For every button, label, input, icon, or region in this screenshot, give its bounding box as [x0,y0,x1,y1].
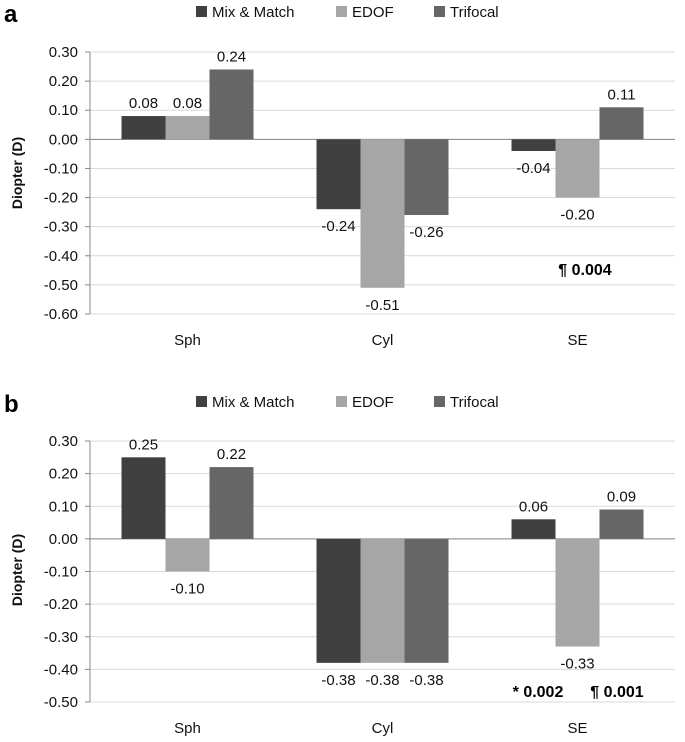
panel-a-legend-entry: Trifocal [450,4,499,21]
panel-a-bar-cyl-trifocal [404,139,449,216]
panel-a-y-tick-label: -0.40 [44,248,78,265]
panel-b-data-label: -0.10 [170,581,204,598]
panel-b-bar-sph-mix-match [121,457,166,539]
panel-a-label: a [4,1,18,28]
panel-a-data-label: -0.24 [321,218,355,235]
panel-a-data-labels: 0.08 0.08 0.24 -0.24 -0.51 -0.26 -0.04 -0.20 0.1… [129,48,636,313]
panel-b-data-labels: 0.25 -0.10 0.22 -0.38 -0.38 -0.38 0.06 -0.33 0.0… [129,436,636,689]
panel-a-legend-entry: Mix & Match [212,4,295,21]
panel-a-legend-swatch [434,6,445,17]
panel-b-bar-se-edof [555,538,600,647]
panel-b-label: b [4,391,19,418]
panel-a-legend: Mix & Match EDOF Trifocal [196,4,499,21]
panel-b-legend-entry: Trifocal [450,394,499,411]
panel-b-legend: Mix & Match EDOF Trifocal [196,394,499,411]
panel-b-significance-annotation-1: * 0.002 [513,684,564,701]
panel-a-y-tick-label: 0.10 [49,102,78,119]
panel-b-category-label: SE [567,720,587,737]
panel-a-bar-sph-trifocal [209,69,254,140]
panel-b-data-label: 0.09 [607,489,636,506]
panel-a-y-axis: 0.30 0.20 0.10 0.00 -0.10 -0.20 -0.30 -0.40 -0.5… [44,44,91,323]
panel-a-y-tick-label: 0.00 [49,131,78,148]
panel-b-chart: b Mix & Match EDOF Trifocal 0.300.200.100.… [4,391,675,737]
panel-b-bar-sph-edof [165,538,210,572]
panel-b-bar-sph-trifocal [209,467,254,539]
panel-a-bar-sph-mix-match [121,116,166,140]
panel-b-y-tick-label: 0.00 [49,531,78,548]
panel-a-y-tick-label: -0.10 [44,160,78,177]
panel-a-data-label: 0.11 [607,86,635,103]
panel-b-bar-cyl-trifocal [404,538,449,663]
panel-b-category-label: Cyl [372,720,394,737]
panel-a-data-label: -0.26 [409,224,443,241]
panel-a-bar-se-mix-match [511,139,556,151]
panel-b-legend-swatch [336,396,347,407]
panel-b-y-tick-label: 0.10 [49,498,78,515]
panel-b-data-label: -0.38 [321,672,355,689]
panel-b-legend-swatch [196,396,207,407]
panel-a-chart: a Mix & Match EDOF Trifocal 0.300.200.100.… [4,1,675,349]
panel-b-significance-annotation-2: ¶ 0.001 [590,684,643,701]
panel-a-legend-entry: EDOF [352,4,394,21]
panel-a-data-label: -0.20 [560,207,594,224]
panel-a-x-axis: Sph Cyl SE [174,332,587,349]
panel-b-data-label: 0.25 [129,436,158,453]
panel-b-y-axis-title: Diopter (D) [9,534,25,606]
panel-b-data-label: -0.38 [365,672,399,689]
panel-b-data-label: -0.38 [409,672,443,689]
panel-b-y-tick-label: -0.50 [44,694,78,711]
panel-a-category-label: Cyl [372,332,394,349]
panel-b-y-tick-label: 0.30 [49,433,78,450]
panel-a-y-tick-label: -0.50 [44,277,78,294]
panel-b-data-label: -0.33 [560,656,594,673]
panel-b-legend-swatch [434,396,445,407]
panel-b-y-tick-label: -0.40 [44,661,78,678]
panel-b-legend-entry: Mix & Match [212,394,295,411]
panel-b-y-tick-label: -0.30 [44,629,78,646]
panel-a-y-tick-label: -0.30 [44,219,78,236]
panel-a-category-label: Sph [174,332,201,349]
panel-a-data-label: 0.08 [173,95,202,112]
panel-a-bar-cyl-edof [360,139,405,288]
panel-b-bar-cyl-mix-match [316,538,361,663]
panel-a-data-label: -0.51 [365,297,399,314]
panel-b-bars [121,457,644,663]
panel-a-bar-cyl-mix-match [316,139,361,210]
panel-a-data-label: 0.24 [217,48,246,65]
panel-a-bars [121,69,644,288]
panel-a-data-label: -0.04 [516,160,550,177]
panel-b-bar-cyl-edof [360,538,405,663]
panel-b-data-label: 0.06 [519,498,548,515]
panel-a-legend-swatch [196,6,207,17]
panel-a-category-label: SE [567,332,587,349]
panel-b-y-tick-label: 0.20 [49,466,78,483]
panel-a-data-label: 0.08 [129,95,158,112]
panel-b-y-axis: 0.30 0.20 0.10 0.00 -0.10 -0.20 -0.30 -0.40 -0.5… [44,433,91,711]
panel-b-category-label: Sph [174,720,201,737]
panel-a-y-tick-label: 0.30 [49,44,78,61]
panel-b-bar-se-trifocal [599,509,644,539]
panel-a-legend-swatch [336,6,347,17]
panel-a-bar-se-edof [555,139,600,198]
panel-b-y-tick-label: -0.20 [44,596,78,613]
panel-a-bar-se-trifocal [599,107,644,140]
panel-b-data-label: 0.22 [217,446,246,463]
panel-a-y-tick-label: 0.20 [49,73,78,90]
panel-b-legend-entry: EDOF [352,394,394,411]
panel-a-y-tick-label: -0.60 [44,306,78,323]
panel-b-y-tick-label: -0.10 [44,564,78,581]
panel-b-bar-se-mix-match [511,519,556,539]
panel-a-bar-sph-edof [165,116,210,140]
panel-a-y-axis-title: Diopter (D) [9,137,25,209]
panel-a-y-tick-label: -0.20 [44,190,78,207]
panel-b-x-axis: Sph Cyl SE [174,720,587,737]
panel-a-significance-annotation: ¶ 0.004 [558,262,611,279]
